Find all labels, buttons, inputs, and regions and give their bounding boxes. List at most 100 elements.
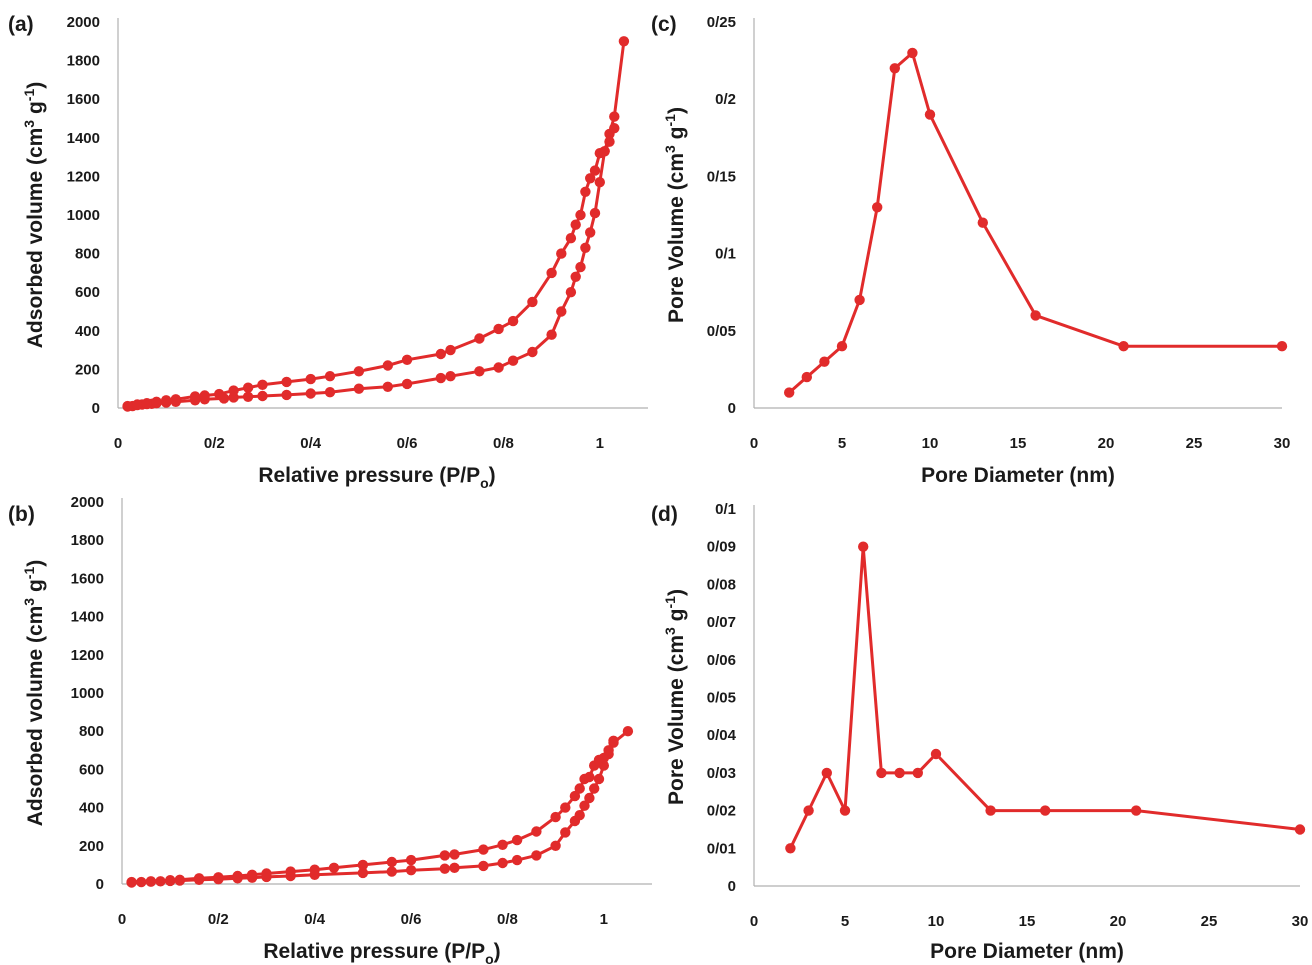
x-tick-label: 0: [750, 913, 758, 930]
data-point: [1276, 341, 1288, 352]
data-point: [174, 874, 185, 885]
x-tick-label: 0: [114, 435, 122, 452]
data-point: [435, 372, 446, 384]
y-tick-label: 400: [79, 800, 104, 817]
data-point: [261, 868, 272, 879]
panel-label: (b): [8, 503, 35, 526]
x-tick-label: 20: [1098, 435, 1115, 452]
data-point: [386, 866, 397, 877]
data-point: [854, 294, 865, 306]
y-tick-label: 2000: [71, 494, 104, 511]
data-point: [165, 875, 176, 886]
data-point: [894, 767, 905, 779]
data-point: [821, 767, 832, 779]
data-point: [784, 387, 795, 398]
x-tick-label: 15: [1010, 435, 1027, 452]
data-point: [589, 207, 601, 219]
data-point: [585, 227, 596, 238]
y-tick-label: 0: [92, 400, 100, 417]
data-point: [618, 36, 630, 47]
series-line-1: [789, 545, 1301, 849]
data-point: [785, 843, 796, 854]
data-point: [527, 346, 538, 358]
chart-panel-3: (c) 0 0/05 0/1 0/15 0/2 0/25 0 5 10 15 20 25 30 Pore D…: [651, 13, 1290, 487]
y-tick-label: 200: [79, 838, 104, 855]
x-tick-label: 25: [1186, 435, 1203, 452]
data-point: [478, 844, 489, 855]
y-tick-label: 1200: [67, 168, 100, 185]
y-tick-label: 2000: [67, 14, 100, 31]
data-point: [924, 109, 936, 120]
data-point: [132, 399, 143, 410]
data-point: [574, 810, 585, 821]
data-point: [930, 748, 942, 760]
data-point: [1040, 805, 1051, 816]
data-point: [584, 792, 595, 804]
data-point: [242, 382, 254, 393]
data-point: [985, 805, 996, 816]
panel-label: (a): [8, 13, 34, 36]
data-point: [556, 248, 567, 259]
data-point: [589, 165, 601, 176]
data-point: [328, 862, 340, 873]
data-point: [511, 834, 523, 846]
data-point: [493, 323, 504, 335]
series-line-1: [131, 730, 629, 884]
x-tick-label: 0/4: [300, 435, 322, 452]
data-point: [907, 47, 918, 59]
data-point: [556, 306, 567, 317]
data-point: [876, 767, 887, 779]
y-axis-title: Adsorbed volume (cm3 g-1): [21, 560, 47, 826]
y-tick-label: 1400: [67, 130, 100, 147]
x-axis-title: Pore Diameter (nm): [930, 940, 1124, 963]
data-point: [445, 344, 456, 356]
x-tick-label: 0/4: [304, 911, 326, 928]
y-tick-label: 1000: [71, 685, 104, 702]
x-tick-label: 0: [118, 911, 126, 928]
data-point: [122, 400, 133, 412]
data-point: [281, 376, 292, 388]
y-tick-label: 0/07: [707, 614, 736, 631]
panel-label: (c): [651, 13, 677, 36]
data-point: [580, 242, 591, 253]
y-tick-label: 800: [75, 246, 100, 263]
data-point: [189, 391, 201, 402]
data-point: [839, 805, 851, 816]
data-point: [977, 217, 988, 228]
data-point: [599, 146, 610, 157]
y-tick-label: 0/05: [707, 690, 736, 707]
y-tick-label: 0: [728, 400, 736, 417]
x-tick-label: 10: [928, 913, 945, 930]
data-point: [565, 233, 577, 244]
data-point: [603, 745, 614, 756]
data-point: [608, 735, 619, 746]
y-tick-label: 1600: [67, 91, 100, 108]
data-point: [569, 790, 581, 802]
y-tick-label: 1800: [67, 53, 100, 70]
data-point: [593, 773, 605, 785]
data-point: [405, 854, 417, 866]
data-point: [199, 390, 210, 401]
x-tick-label: 0/2: [204, 435, 225, 452]
y-tick-label: 0/08: [707, 576, 736, 593]
y-tick-label: 0: [96, 876, 104, 893]
data-point: [527, 296, 538, 308]
y-tick-label: 0/1: [715, 501, 736, 518]
data-point: [546, 329, 557, 340]
y-tick-label: 0/05: [707, 323, 736, 340]
y-axis-title: Pore Volume (cm3 g-1): [662, 589, 688, 805]
data-point: [803, 805, 814, 816]
data-point: [912, 767, 923, 779]
data-point: [353, 383, 365, 394]
data-point: [836, 341, 848, 352]
y-tick-label: 0: [728, 878, 736, 895]
data-point: [228, 385, 239, 396]
y-tick-label: 800: [79, 723, 104, 740]
panel-label: (d): [651, 503, 678, 526]
chart-panel-1: (a) 0 200 400 600 800 1000 1200 1400 1600 1800 2000…: [8, 13, 648, 491]
data-point: [511, 854, 523, 866]
y-tick-label: 0/04: [707, 727, 737, 744]
data-point: [242, 391, 254, 402]
x-tick-label: 25: [1201, 913, 1218, 930]
